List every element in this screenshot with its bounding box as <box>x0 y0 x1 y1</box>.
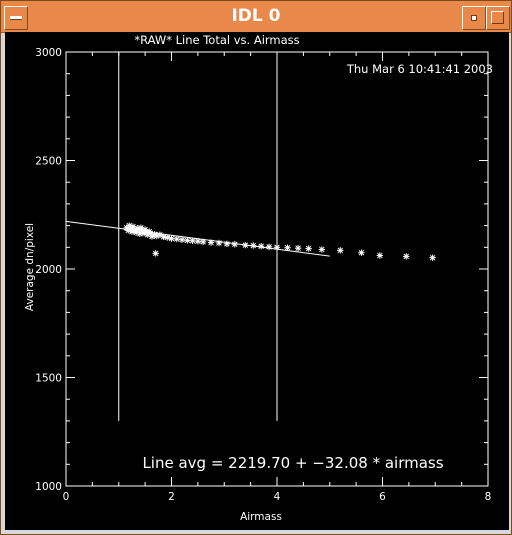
y-tick-label: 2500 <box>35 156 62 168</box>
asterisk-stroke <box>152 250 159 257</box>
y-tick-label: 3000 <box>35 47 62 59</box>
asterisk-stroke <box>224 241 230 247</box>
reference-lines <box>118 52 278 421</box>
x-tick-label: 4 <box>274 491 281 503</box>
asterisk-stroke <box>274 244 280 251</box>
data-point-asterisk <box>318 246 326 253</box>
data-point-asterisk <box>136 230 144 238</box>
fit-annotation: Line avg = 2219.70 + −32.08 * airmass <box>142 454 443 472</box>
plot-svg: *RAW* Line Total vs. Airmass Thu Mar 6 1… <box>24 33 493 523</box>
data-point-asterisk <box>294 244 302 252</box>
asterisk-stroke <box>250 242 257 249</box>
asterisk-stroke <box>266 244 272 250</box>
data-point-asterisk <box>223 240 231 248</box>
asterisk-stroke <box>429 254 436 261</box>
asterisk-stroke <box>147 230 154 236</box>
asterisk-stroke <box>232 241 238 248</box>
menu-icon <box>10 16 22 20</box>
data-point-asterisk <box>284 244 291 251</box>
asterisk-stroke <box>208 239 214 246</box>
y-axis-label: Average dn/pixel <box>24 223 36 311</box>
asterisk-stroke <box>358 249 365 256</box>
y-tick-label: 2000 <box>35 264 62 276</box>
data-point-asterisk <box>250 242 257 249</box>
asterisk-stroke <box>319 246 325 253</box>
asterisk-stroke <box>157 231 163 238</box>
asterisk-stroke <box>195 238 201 244</box>
data-point-asterisk <box>215 239 223 247</box>
maximize-icon <box>491 11 504 24</box>
data-point-asterisk <box>164 234 171 241</box>
asterisk-stroke <box>184 237 191 244</box>
asterisk-stroke <box>295 245 301 251</box>
data-point-asterisk <box>160 233 167 241</box>
asterisk-stroke <box>337 247 344 254</box>
data-point-asterisk <box>199 238 207 246</box>
asterisk-stroke <box>200 239 206 245</box>
data-point-asterisk <box>403 253 410 260</box>
asterisk-stroke <box>403 253 409 260</box>
data-point-asterisk <box>376 252 384 259</box>
data-point-asterisk <box>257 243 265 250</box>
asterisk-stroke <box>138 225 144 231</box>
x-axis-label: Airmass <box>240 511 282 523</box>
x-tick-label: 6 <box>379 491 386 503</box>
plot-canvas: *RAW* Line Total vs. Airmass Thu Mar 6 1… <box>5 32 509 530</box>
title-bar[interactable]: IDL 0 <box>1 1 511 33</box>
asterisk-stroke <box>305 245 312 252</box>
x-tick-label: 2 <box>168 491 175 503</box>
data-point-asterisk <box>429 254 436 261</box>
asterisk-stroke <box>168 235 175 242</box>
data-point-asterisk <box>207 239 215 246</box>
x-tick-label: 0 <box>63 491 70 503</box>
data-point-asterisk <box>273 244 281 251</box>
data-point-asterisk <box>305 245 312 252</box>
data-point-asterisk <box>194 238 202 245</box>
asterisk-stroke <box>284 244 291 251</box>
asterisk-stroke <box>136 228 142 234</box>
plot-timestamp: Thu Mar 6 10:41:41 2003 <box>346 62 493 76</box>
data-points <box>123 222 436 261</box>
data-point-asterisk <box>358 249 365 256</box>
asterisk-stroke <box>242 242 249 248</box>
asterisk-stroke <box>142 226 148 233</box>
window-title: IDL 0 <box>231 6 281 26</box>
minimize-icon <box>471 15 477 21</box>
minimize-button[interactable] <box>462 6 486 30</box>
asterisk-stroke <box>134 225 140 231</box>
window-menu-button[interactable] <box>4 6 28 30</box>
y-tick-label: 1000 <box>35 481 62 493</box>
data-point-asterisk <box>152 250 159 257</box>
asterisk-stroke <box>130 223 136 230</box>
data-point-asterisk <box>265 243 273 251</box>
asterisk-stroke <box>164 234 171 241</box>
y-tick-label: 1500 <box>35 373 62 385</box>
data-point-asterisk <box>231 241 238 248</box>
asterisk-stroke <box>174 236 180 242</box>
data-point-asterisk <box>173 235 180 243</box>
data-point-asterisk <box>242 241 249 249</box>
asterisk-stroke <box>137 231 143 237</box>
x-tick-label: 8 <box>485 491 492 503</box>
maximize-button[interactable] <box>486 6 510 30</box>
plot-title: *RAW* Line Total vs. Airmass <box>134 33 299 47</box>
asterisk-stroke <box>377 252 383 259</box>
asterisk-stroke <box>258 243 264 249</box>
axis-ticks: 0 2 4 6 8 1000 1500 2000 2500 3000 <box>35 47 491 503</box>
data-point-asterisk <box>337 247 344 254</box>
asterisk-stroke <box>189 238 196 244</box>
asterisk-stroke <box>216 240 222 246</box>
asterisk-stroke <box>179 236 185 243</box>
data-point-asterisk <box>128 228 136 235</box>
data-point-asterisk <box>178 236 186 243</box>
